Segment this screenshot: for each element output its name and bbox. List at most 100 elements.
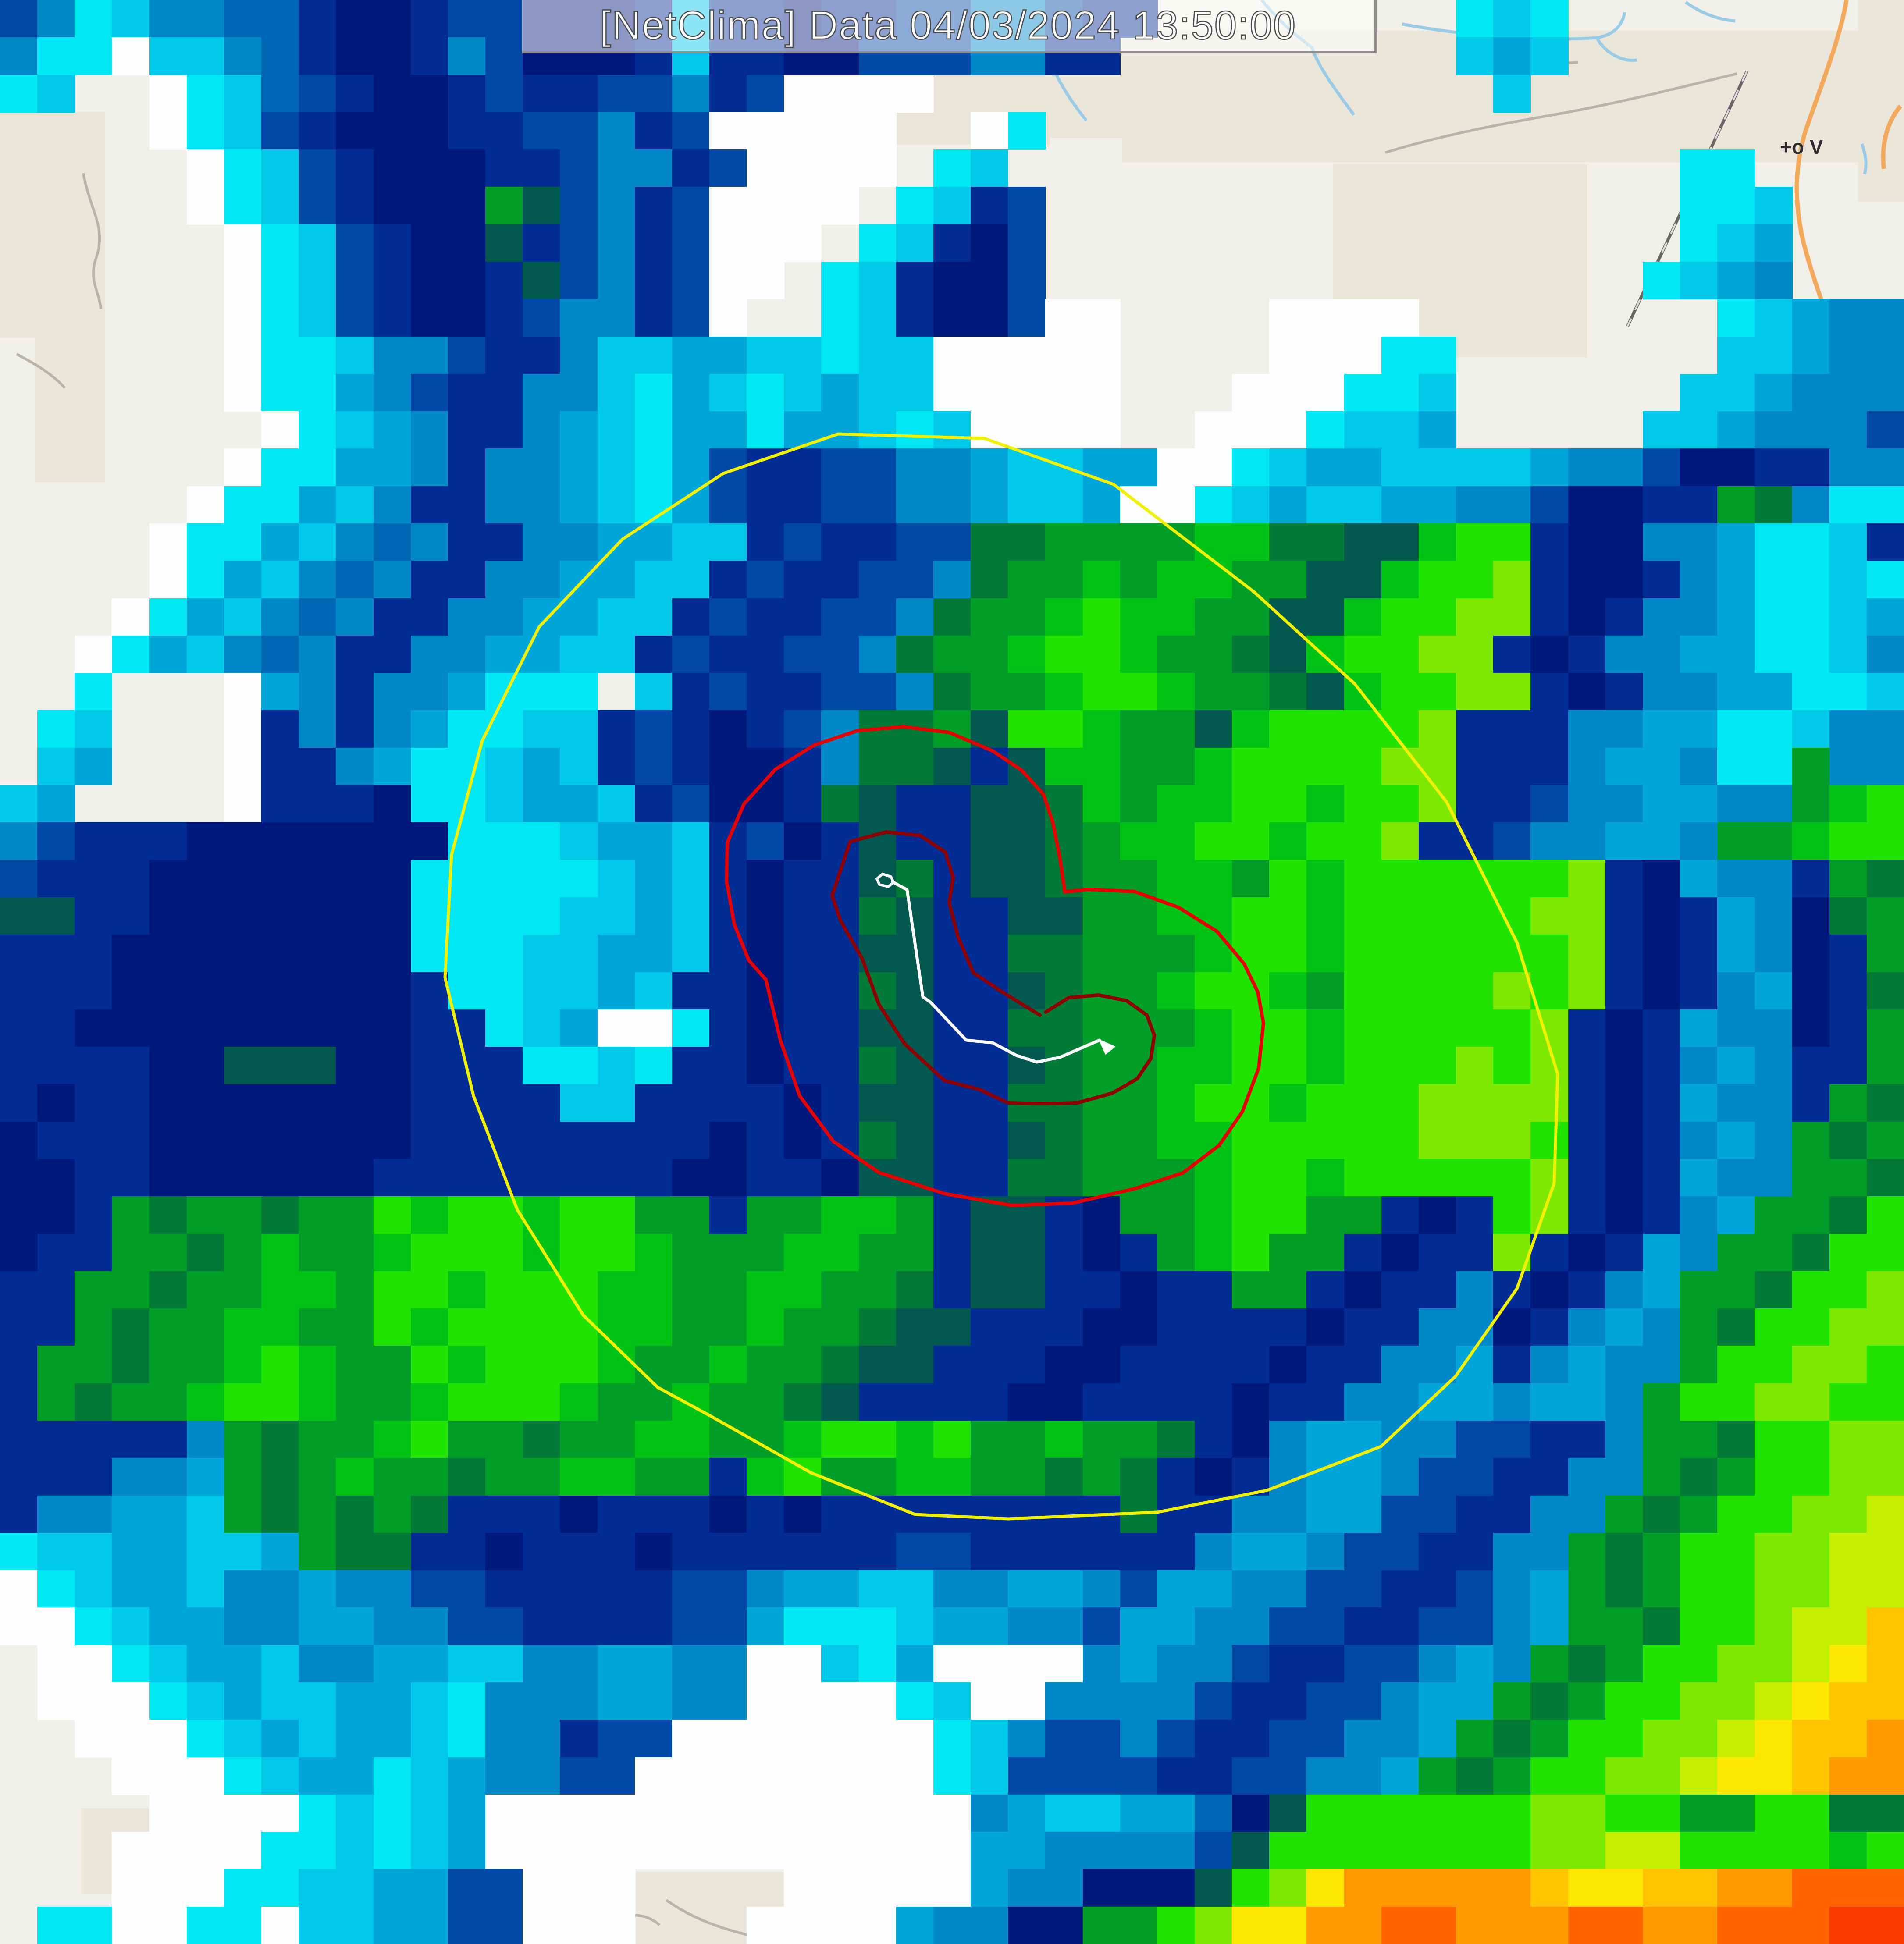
radar-cell	[672, 1159, 710, 1197]
radar-cell	[149, 112, 187, 150]
radar-cell	[821, 1420, 859, 1459]
radar-cell	[1866, 411, 1904, 449]
radar-cell	[149, 1420, 187, 1459]
radar-cell	[971, 149, 1009, 188]
radar-cell	[299, 860, 337, 898]
radar-cell	[37, 1495, 75, 1533]
radar-cell	[597, 299, 635, 337]
radar-cell	[560, 1906, 598, 1944]
radar-cell	[597, 1720, 635, 1758]
radar-cell	[821, 1308, 859, 1347]
radar-cell	[373, 561, 411, 599]
radar-cell	[1418, 1383, 1457, 1421]
radar-cell	[747, 1420, 785, 1459]
radar-cell	[112, 1869, 150, 1907]
radar-cell	[1195, 448, 1233, 487]
radar-cell	[299, 1757, 337, 1795]
radar-cell	[1717, 1458, 1755, 1496]
radar-cell	[1045, 822, 1083, 860]
radar-cell	[971, 187, 1009, 225]
radar-cell	[1195, 710, 1233, 748]
radar-cell	[336, 75, 374, 113]
radar-cell	[1306, 1047, 1345, 1085]
radar-cell	[1755, 1869, 1793, 1907]
radar-cell	[1157, 710, 1196, 748]
radar-cell	[1344, 336, 1382, 374]
radar-cell	[1269, 486, 1307, 524]
radar-cell	[373, 1346, 411, 1384]
radar-cell	[1605, 1159, 1643, 1197]
radar-cell	[560, 897, 598, 935]
radar-cell	[261, 1607, 299, 1645]
radar-cell	[821, 935, 859, 973]
radar-cell	[1120, 1532, 1158, 1571]
radar-cell	[37, 747, 75, 786]
radar-cell	[597, 1832, 635, 1870]
radar-cell	[784, 1308, 822, 1347]
radar-cell	[299, 972, 337, 1010]
radar-cell	[747, 1832, 785, 1870]
radar-cell	[485, 747, 523, 786]
radar-cell	[784, 710, 822, 748]
radar-cell	[75, 1271, 113, 1309]
radar-cell	[1680, 486, 1718, 524]
radar-cell	[1530, 1906, 1569, 1944]
radar-cell	[560, 299, 598, 337]
radar-cell	[1008, 1645, 1046, 1683]
radar-cell	[933, 1532, 972, 1571]
radar-cell	[1792, 1495, 1830, 1533]
radar-cell	[1680, 822, 1718, 860]
radar-cell	[485, 1682, 523, 1720]
radar-cell	[821, 1121, 859, 1159]
radar-cell	[261, 1308, 299, 1347]
radar-cell	[896, 1233, 934, 1272]
radar-cell	[1269, 1233, 1307, 1272]
radar-cell	[523, 149, 561, 188]
radar-cell	[933, 262, 972, 300]
radar-cell	[1530, 448, 1569, 487]
radar-cell	[1045, 1383, 1083, 1421]
radar-cell	[373, 1047, 411, 1085]
radar-cell	[597, 75, 635, 113]
radar-cell	[1381, 1196, 1419, 1234]
radar-cell	[112, 860, 150, 898]
radar-cell	[1717, 822, 1755, 860]
radar-cell	[821, 785, 859, 823]
radar-cell	[373, 373, 411, 412]
radar-cell	[1568, 1420, 1606, 1459]
radar-cell	[1381, 598, 1419, 636]
radar-cell	[634, 262, 673, 300]
radar-cell	[261, 1159, 299, 1197]
radar-cell	[784, 486, 822, 524]
radar-cell	[1381, 1383, 1419, 1421]
radar-cell	[709, 187, 747, 225]
radar-cell	[896, 1607, 934, 1645]
radar-cell	[1829, 1420, 1867, 1459]
radar-cell	[1792, 1720, 1830, 1758]
radar-cell	[1269, 1121, 1307, 1159]
radar-cell	[1232, 1757, 1270, 1795]
radar-cell	[634, 1383, 673, 1421]
radar-cell	[1568, 710, 1606, 748]
radar-cell	[1568, 935, 1606, 973]
radar-cell	[1530, 1458, 1569, 1496]
radar-cell	[1418, 1570, 1457, 1608]
radar-cell	[1755, 785, 1793, 823]
radar-cell	[747, 1570, 785, 1608]
radar-cell	[1381, 523, 1419, 562]
radar-cell	[1269, 1832, 1307, 1870]
radar-cell	[1493, 822, 1531, 860]
radar-cell	[224, 1009, 262, 1048]
radar-cell	[1866, 336, 1904, 374]
radar-cell	[672, 860, 710, 898]
radar-cell	[672, 1346, 710, 1384]
radar-cell	[523, 112, 561, 150]
radar-cell	[1792, 1420, 1830, 1459]
radar-cell	[1493, 1383, 1531, 1421]
radar-cell	[1680, 1346, 1718, 1384]
radar-cell	[1157, 1271, 1196, 1309]
radar-cell	[112, 1532, 150, 1571]
radar-cell	[821, 897, 859, 935]
radar-cell	[672, 1009, 710, 1048]
